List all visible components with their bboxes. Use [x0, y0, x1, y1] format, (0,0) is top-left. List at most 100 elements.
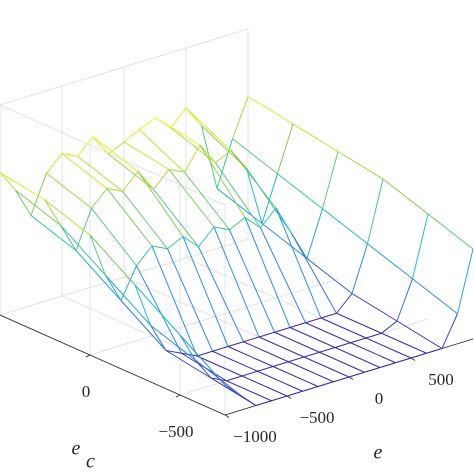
- mesh-edge: [367, 243, 413, 280]
- mesh-edge: [243, 341, 289, 363]
- x-axis-title: e: [374, 442, 383, 464]
- mesh-edge: [44, 199, 61, 226]
- mesh-edge: [136, 265, 182, 354]
- mesh-edge: [305, 322, 351, 344]
- mesh-edge: [150, 324, 196, 361]
- x-tick: [410, 357, 416, 361]
- mesh-edge: [381, 320, 398, 334]
- mesh-edge: [15, 189, 32, 216]
- mesh-edge: [292, 123, 339, 152]
- x-tick-label: −1000: [233, 427, 277, 446]
- mesh-edge: [46, 153, 63, 174]
- mesh-edge: [277, 123, 294, 174]
- mesh-edge: [230, 150, 277, 209]
- mesh-edge: [274, 327, 291, 333]
- mesh-edge: [139, 117, 156, 131]
- mesh-edge: [30, 173, 47, 216]
- mesh-edge: [179, 334, 226, 386]
- mesh-edge: [198, 226, 215, 248]
- mesh-edge: [89, 234, 106, 276]
- mesh-edge: [240, 394, 257, 406]
- mesh-edge: [382, 178, 429, 215]
- mesh-edge: [319, 347, 336, 353]
- y-axis-title-subscript: c: [86, 451, 95, 473]
- mesh-edge: [288, 361, 334, 383]
- mesh-edge: [199, 144, 246, 218]
- mesh-edge: [395, 357, 412, 364]
- mesh-edge: [185, 107, 232, 151]
- mesh-edge: [302, 386, 319, 392]
- mesh-edge: [216, 138, 233, 189]
- mesh-edge: [201, 125, 218, 189]
- mesh-edge: [336, 312, 382, 334]
- mesh-edge: [215, 162, 261, 229]
- mesh-edge: [227, 341, 244, 347]
- mesh-edge: [412, 278, 458, 315]
- mesh-edge: [350, 342, 396, 364]
- mesh-edge: [320, 312, 337, 319]
- mesh-edge: [167, 248, 213, 352]
- mesh-edge: [244, 217, 261, 229]
- mesh-edge: [196, 355, 243, 377]
- mesh-edge: [151, 245, 198, 357]
- mesh-edge: [182, 236, 199, 248]
- mesh-edge: [258, 336, 305, 358]
- mesh-edge: [319, 351, 365, 373]
- mesh-edge: [77, 136, 94, 157]
- mesh-edge: [457, 248, 474, 314]
- mesh-edge: [108, 141, 125, 155]
- x-tick-label: 0: [375, 389, 384, 408]
- mesh-edge: [181, 352, 198, 357]
- mesh-edge: [75, 208, 92, 251]
- mesh-edge: [381, 332, 427, 354]
- mesh-edge: [195, 359, 241, 396]
- mesh-edge: [272, 366, 319, 387]
- mesh-edge: [364, 367, 381, 373]
- mesh-edge: [365, 337, 412, 359]
- x-tick: [348, 376, 354, 380]
- mesh-edge: [306, 258, 353, 294]
- y-axis: [0, 314, 226, 416]
- mesh-edge: [246, 168, 263, 224]
- mesh-edge: [277, 173, 323, 210]
- mesh-edge: [291, 233, 337, 314]
- mesh-edge: [106, 188, 123, 192]
- mesh-edge: [227, 346, 274, 367]
- mesh-edge: [137, 171, 184, 237]
- mesh-edge: [92, 136, 139, 172]
- mesh-edge: [167, 236, 184, 250]
- mesh-edge: [210, 377, 227, 382]
- mesh-edge: [150, 324, 167, 351]
- mesh-edge: [232, 138, 278, 175]
- mesh-edge: [165, 350, 182, 354]
- mesh-edge: [61, 153, 78, 157]
- mesh-edge: [286, 390, 303, 397]
- mesh-edge: [91, 188, 108, 209]
- mesh-edge: [170, 107, 187, 129]
- mesh-edge: [226, 380, 272, 402]
- mesh-edge: [60, 224, 106, 276]
- y-tick: [85, 354, 91, 358]
- mesh-edge: [441, 313, 458, 349]
- mesh-edge: [320, 317, 367, 339]
- mesh-edge: [123, 141, 170, 170]
- mesh-edge: [334, 342, 351, 348]
- mesh-edge: [105, 274, 151, 326]
- mesh-edge: [306, 208, 323, 259]
- mesh-edge: [305, 317, 322, 324]
- mesh-edge: [213, 226, 260, 338]
- mesh-edge: [134, 284, 181, 336]
- mesh-edge: [184, 144, 201, 173]
- mesh-edge: [105, 274, 122, 301]
- mesh-edge: [77, 155, 123, 192]
- mesh-edge: [336, 293, 353, 314]
- mesh-edge: [15, 189, 61, 226]
- mesh-edge: [153, 169, 170, 190]
- x-tick-label: 500: [428, 370, 454, 389]
- mesh-edge: [289, 322, 306, 328]
- mesh-edge: [0, 172, 46, 201]
- mesh-edge: [229, 229, 275, 333]
- mesh-edge: [168, 169, 215, 228]
- mesh-edge: [396, 278, 413, 322]
- mesh-edge: [91, 207, 137, 267]
